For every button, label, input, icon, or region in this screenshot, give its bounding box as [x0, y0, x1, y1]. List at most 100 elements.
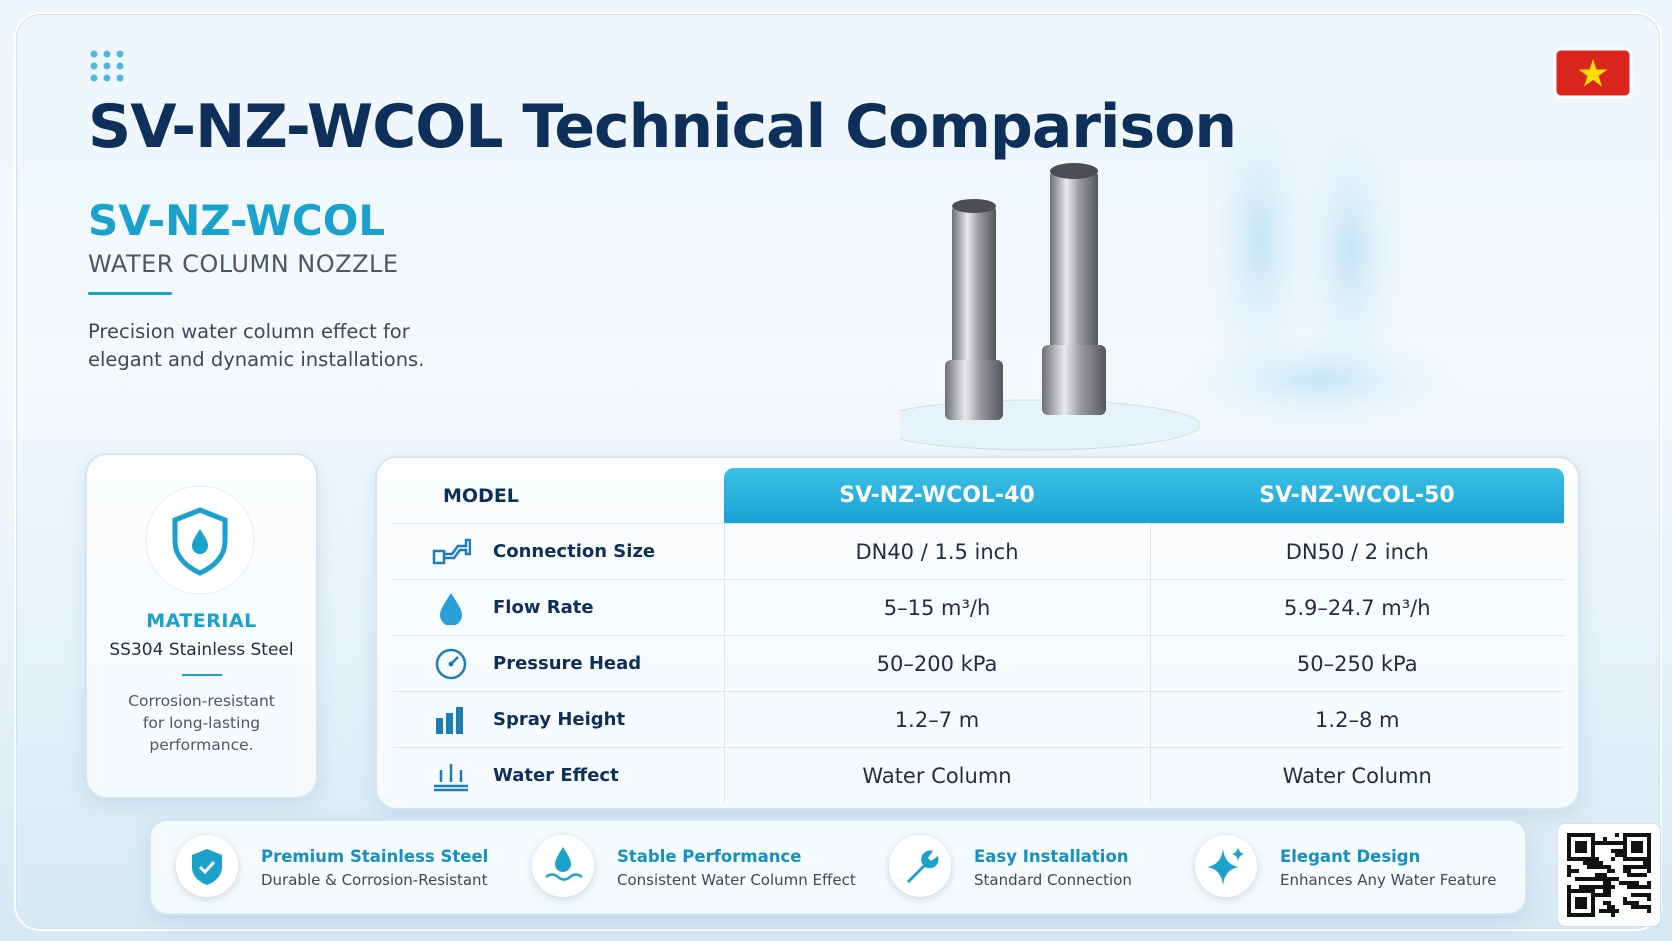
qr-module: [1643, 905, 1647, 909]
qr-module: [1615, 833, 1619, 837]
material-value: SS304 Stainless Steel: [109, 640, 294, 660]
qr-module: [1611, 849, 1615, 853]
height-icon: [436, 706, 463, 734]
material-note: Corrosion-resistant for long-lasting per…: [128, 692, 275, 754]
qr-module: [1587, 877, 1591, 881]
qr-module: [1631, 841, 1643, 853]
header-cell: SV-NZ-WCOL-40: [724, 468, 1150, 524]
fountain-icon: [434, 763, 468, 791]
qr-module: [1627, 901, 1631, 905]
qr-module: [1587, 885, 1591, 889]
qr-module: [1635, 885, 1639, 889]
qr-module: [1607, 893, 1611, 897]
qr-module: [1607, 841, 1611, 845]
qr-module: [1599, 861, 1603, 865]
qr-module: [1619, 853, 1623, 857]
row-label-cell: Pressure Head: [393, 635, 725, 692]
qr-module: [1607, 865, 1611, 869]
qr-module: [1623, 881, 1627, 885]
qr-module: [1603, 877, 1607, 881]
row-label: Flow Rate: [493, 596, 594, 618]
qr-module: [1575, 841, 1587, 853]
feature-text: Standard Connection: [974, 871, 1132, 889]
qr-module: [1595, 857, 1599, 861]
cell: Water Column: [1150, 747, 1564, 803]
qr-module: [1639, 873, 1643, 877]
qr-module: [1639, 893, 1643, 897]
qr-module: [1631, 901, 1635, 905]
qr-module: [1575, 869, 1579, 873]
qr-module: [1619, 841, 1623, 845]
qr-module: [1603, 865, 1607, 869]
qr-module: [1627, 881, 1631, 885]
qr-module: [1643, 885, 1647, 889]
qr-module: [1603, 881, 1607, 885]
qr-module: [1623, 865, 1627, 869]
qr-module: [1615, 909, 1619, 913]
qr-module: [1595, 865, 1599, 869]
table: MODEL SV-NZ-WCOL-40 SV-NZ-WCOL-50 Connec…: [393, 468, 1564, 803]
qr-module: [1607, 881, 1611, 885]
description: Precision water column effect for elegan…: [88, 320, 425, 371]
qr-module: [1599, 841, 1603, 845]
qr-module: [1647, 897, 1651, 901]
feature-text: Consistent Water Column Effect: [617, 871, 856, 889]
qr-module: [1607, 909, 1611, 913]
cell: 1.2–7 m: [724, 691, 1151, 748]
qr-module: [1611, 841, 1615, 845]
qr-code[interactable]: [1557, 823, 1661, 927]
qr-module: [1611, 869, 1615, 873]
qr-module: [1571, 869, 1575, 873]
qr-module: [1635, 901, 1639, 905]
qr-module: [1591, 865, 1595, 869]
header-cell: MODEL: [443, 484, 519, 507]
qr-module: [1595, 861, 1599, 865]
qr-module: [1603, 885, 1607, 889]
row: Water Effect Water Column Water Column: [393, 747, 1564, 803]
cell: Water Column: [724, 747, 1151, 803]
feature-text: Durable & Corrosion-Resistant: [261, 871, 488, 889]
feature-title: Elegant Design: [1280, 847, 1421, 866]
row-label-cell: Flow Rate: [393, 579, 725, 636]
title: SV-NZ-WCOL Technical Comparison: [88, 92, 1237, 162]
row-label: Pressure Head: [493, 652, 642, 674]
header-cell: SV-NZ-WCOL-50: [1150, 468, 1564, 524]
qr-module: [1599, 885, 1603, 889]
qr-module: [1567, 885, 1571, 889]
cell: 5–15 m³/h: [724, 579, 1151, 636]
qr-module: [1603, 837, 1607, 841]
qr-module: [1595, 885, 1599, 889]
shield-icon: [176, 835, 238, 897]
dots-icon: [90, 50, 124, 82]
qr-module: [1615, 849, 1619, 853]
feature-title: Stable Performance: [617, 847, 802, 866]
gauge-icon: [435, 648, 467, 679]
qr-module: [1647, 865, 1651, 869]
qr-module: [1639, 885, 1643, 889]
qr-module: [1627, 865, 1631, 869]
qr-module: [1591, 861, 1595, 865]
qr-module: [1623, 897, 1627, 901]
qr-module: [1599, 909, 1603, 913]
qr-module: [1635, 893, 1639, 897]
row: Connection Size DN40 / 1.5 inch DN50 / 2…: [393, 523, 1564, 580]
row-label-cell: Water Effect: [393, 747, 725, 803]
qr-module: [1591, 885, 1595, 889]
pipe-icon: [432, 538, 472, 564]
qr-module: [1579, 877, 1583, 881]
qr-module: [1635, 873, 1639, 877]
qr-module: [1583, 877, 1587, 881]
qr-module: [1639, 865, 1643, 869]
row: Pressure Head 50–200 kPa 50–250 kPa: [393, 635, 1564, 692]
qr-module: [1631, 873, 1635, 877]
qr-module: [1643, 865, 1647, 869]
qr-module: [1643, 893, 1647, 897]
material-label: MATERIAL: [146, 610, 257, 632]
row-label: Spray Height: [493, 708, 626, 730]
qr-module: [1647, 909, 1651, 913]
cell: DN50 / 2 inch: [1150, 523, 1564, 580]
product-name: SV-NZ-WCOL: [88, 196, 386, 245]
qr-module: [1599, 877, 1603, 881]
qr-module: [1647, 885, 1651, 889]
qr-module: [1631, 893, 1635, 897]
